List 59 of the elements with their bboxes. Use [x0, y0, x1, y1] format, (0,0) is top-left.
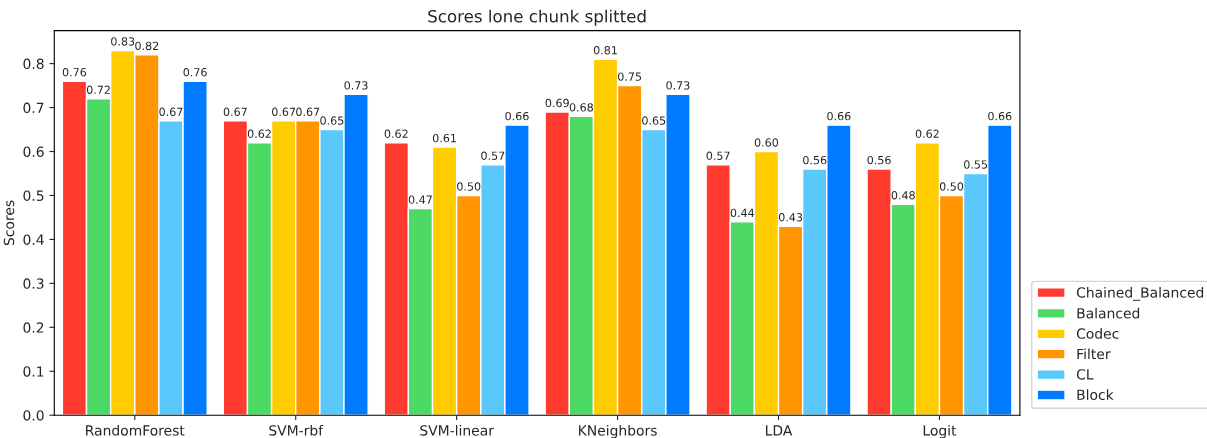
legend-label: Block — [1077, 389, 1114, 401]
legend-label: Balanced — [1077, 307, 1140, 319]
data-label: 0.73 — [666, 81, 690, 90]
data-label: 0.76 — [62, 68, 87, 77]
y-axis-title: Scores — [3, 200, 15, 246]
legend-label: Filter — [1077, 348, 1111, 360]
x-tick-label: Logit — [923, 424, 957, 438]
x-tick-label: KNeighbors — [579, 424, 657, 438]
data-label: 0.57 — [481, 151, 505, 160]
data-label: 0.50 — [939, 182, 964, 191]
data-label: 0.83 — [111, 37, 135, 46]
y-tick-label: 0.5 — [23, 190, 44, 201]
y-tick-label: 0.1 — [23, 366, 44, 377]
data-label: 0.47 — [408, 195, 432, 204]
data-label: 0.67 — [223, 107, 247, 116]
legend-label: CL — [1076, 369, 1094, 380]
data-label: 0.76 — [183, 68, 207, 77]
data-label: 0.60 — [754, 138, 779, 147]
data-label: 0.48 — [891, 191, 915, 200]
x-tick-label: SVM-rbf — [269, 424, 324, 436]
data-label: 0.72 — [86, 85, 110, 94]
data-label: 0.67 — [296, 107, 320, 116]
data-label: 0.56 — [867, 155, 891, 165]
x-tick-label: SVM-linear — [420, 424, 494, 436]
x-tick-label: LDA — [766, 425, 793, 436]
chart-title: Scores lone chunk splitted — [428, 9, 646, 26]
data-label: 0.43 — [778, 213, 803, 222]
legend-label: Codec — [1076, 328, 1119, 339]
y-tick-label: 0.8 — [23, 58, 44, 70]
data-label: 0.61 — [432, 133, 456, 143]
x-tick-label: RandomForest — [86, 424, 185, 436]
data-label: 0.67 — [159, 107, 183, 116]
y-tick-label: 0.0 — [23, 410, 44, 421]
data-label: 0.62 — [247, 129, 271, 138]
data-label: 0.81 — [593, 46, 617, 55]
data-label: 0.62 — [915, 129, 939, 138]
y-tick-label: 0.6 — [23, 146, 44, 157]
data-label: 0.68 — [569, 103, 593, 112]
y-tick-label: 0.2 — [23, 322, 44, 333]
data-label: 0.73 — [344, 81, 368, 90]
data-label: 0.65 — [320, 116, 344, 125]
data-label: 0.75 — [618, 72, 642, 81]
data-label: 0.67 — [272, 107, 296, 116]
data-label: 0.62 — [384, 129, 408, 138]
data-label: 0.50 — [457, 182, 481, 191]
y-tick-label: 0.7 — [23, 102, 44, 114]
data-label: 0.65 — [642, 116, 666, 125]
legend-label: Chained_Balanced — [1076, 286, 1204, 301]
data-label: 0.66 — [505, 111, 529, 121]
data-label: 0.55 — [964, 160, 988, 169]
data-label: 0.56 — [803, 155, 827, 165]
data-label: 0.69 — [545, 98, 569, 108]
data-label: 0.66 — [988, 111, 1012, 121]
data-label: 0.66 — [827, 111, 851, 121]
y-tick-label: 0.3 — [23, 278, 44, 289]
data-label: 0.57 — [706, 151, 730, 160]
data-label: 0.44 — [730, 208, 755, 218]
y-tick-label: 0.4 — [23, 234, 44, 245]
data-label: 0.82 — [135, 41, 159, 51]
